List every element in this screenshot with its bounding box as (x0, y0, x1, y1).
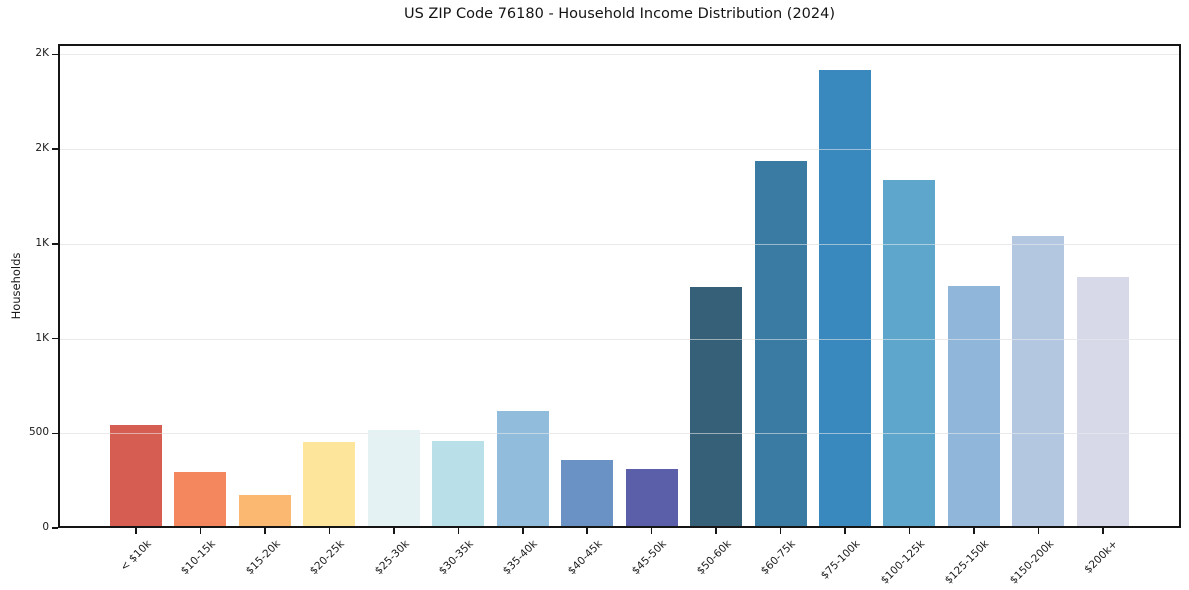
x-tick-label: $100-125k (878, 538, 927, 587)
bar-$15-20k (238, 494, 291, 528)
gridline-overlay (58, 338, 1181, 340)
bar-$10-15k (174, 471, 227, 528)
x-tick-mark (1037, 528, 1040, 534)
bar-$150-200k (1012, 236, 1065, 528)
gridline-overlay (58, 149, 1181, 151)
gridline-overlay (58, 54, 1181, 56)
bar-< $10k (110, 424, 162, 528)
bar-$200k+ (1076, 277, 1129, 528)
bar-$100-125k (883, 180, 936, 528)
y-axis-label: Households (9, 252, 23, 320)
x-tick-mark (457, 528, 459, 534)
y-tick-mark (52, 432, 58, 434)
x-tick-mark (715, 528, 717, 534)
bar-$45-50k (625, 468, 678, 528)
y-tick-mark (52, 337, 58, 340)
x-tick-mark (264, 528, 266, 534)
x-tick-mark (650, 528, 653, 534)
x-tick-mark (586, 528, 588, 534)
y-tick-label: 1K (35, 236, 49, 249)
x-tick-label: $45-50k (630, 538, 670, 578)
x-tick-mark (908, 528, 911, 534)
bar-$75-100k (819, 69, 871, 528)
x-tick-mark (844, 528, 846, 534)
x-tick-label: $25-30k (372, 538, 412, 578)
y-tick-mark (52, 243, 58, 245)
y-tick-mark (52, 148, 58, 150)
y-tick-mark (52, 53, 58, 56)
x-tick-label: $125-150k (942, 538, 992, 587)
x-tick-mark (973, 528, 975, 534)
y-tick-label: 0 (42, 521, 49, 533)
bar-$20-25k (303, 441, 356, 528)
x-tick-mark (1102, 528, 1104, 534)
gridline-overlay (58, 243, 1181, 245)
bar-$25-30k (367, 429, 420, 528)
y-tick-label: 2K (35, 142, 49, 155)
gridline-overlay (58, 433, 1181, 435)
x-tick-label: < $10k (117, 538, 154, 574)
x-tick-label: $30-35k (436, 538, 476, 578)
x-tick-mark (199, 528, 202, 534)
x-tick-mark (393, 528, 395, 534)
x-tick-label: $15-20k (243, 538, 283, 578)
x-tick-label: $200k+ (1082, 538, 1121, 576)
y-tick-label: 1K (35, 331, 49, 344)
x-tick-label: $50-60k (694, 538, 734, 578)
y-tick-label: 500 (28, 426, 49, 439)
bar-$40-45k (561, 459, 614, 528)
x-tick-label: $20-25k (307, 538, 347, 578)
bar-$35-40k (496, 410, 549, 528)
bar-$30-35k (432, 441, 485, 528)
bar-$50-60k (690, 287, 743, 528)
chart-title: US ZIP Code 76180 - Household Income Dis… (403, 6, 836, 22)
x-tick-label: $75-100k (818, 538, 863, 582)
x-tick-label: $60-75k (758, 538, 798, 578)
x-tick-mark (135, 528, 137, 534)
x-tick-label: $40-45k (565, 538, 605, 578)
y-tick-label: 2K (35, 47, 49, 60)
y-tick-mark (52, 527, 58, 529)
x-tick-mark (328, 528, 331, 534)
x-tick-label: $35-40k (501, 538, 541, 578)
x-tick-mark (522, 528, 524, 534)
x-tick-mark (779, 528, 782, 534)
bar-$60-75k (754, 161, 807, 528)
bar-$125-150k (947, 285, 1000, 528)
plot-area (58, 44, 1181, 528)
x-tick-label: $150-200k (1007, 538, 1056, 587)
x-tick-label: $10-15k (178, 538, 218, 578)
